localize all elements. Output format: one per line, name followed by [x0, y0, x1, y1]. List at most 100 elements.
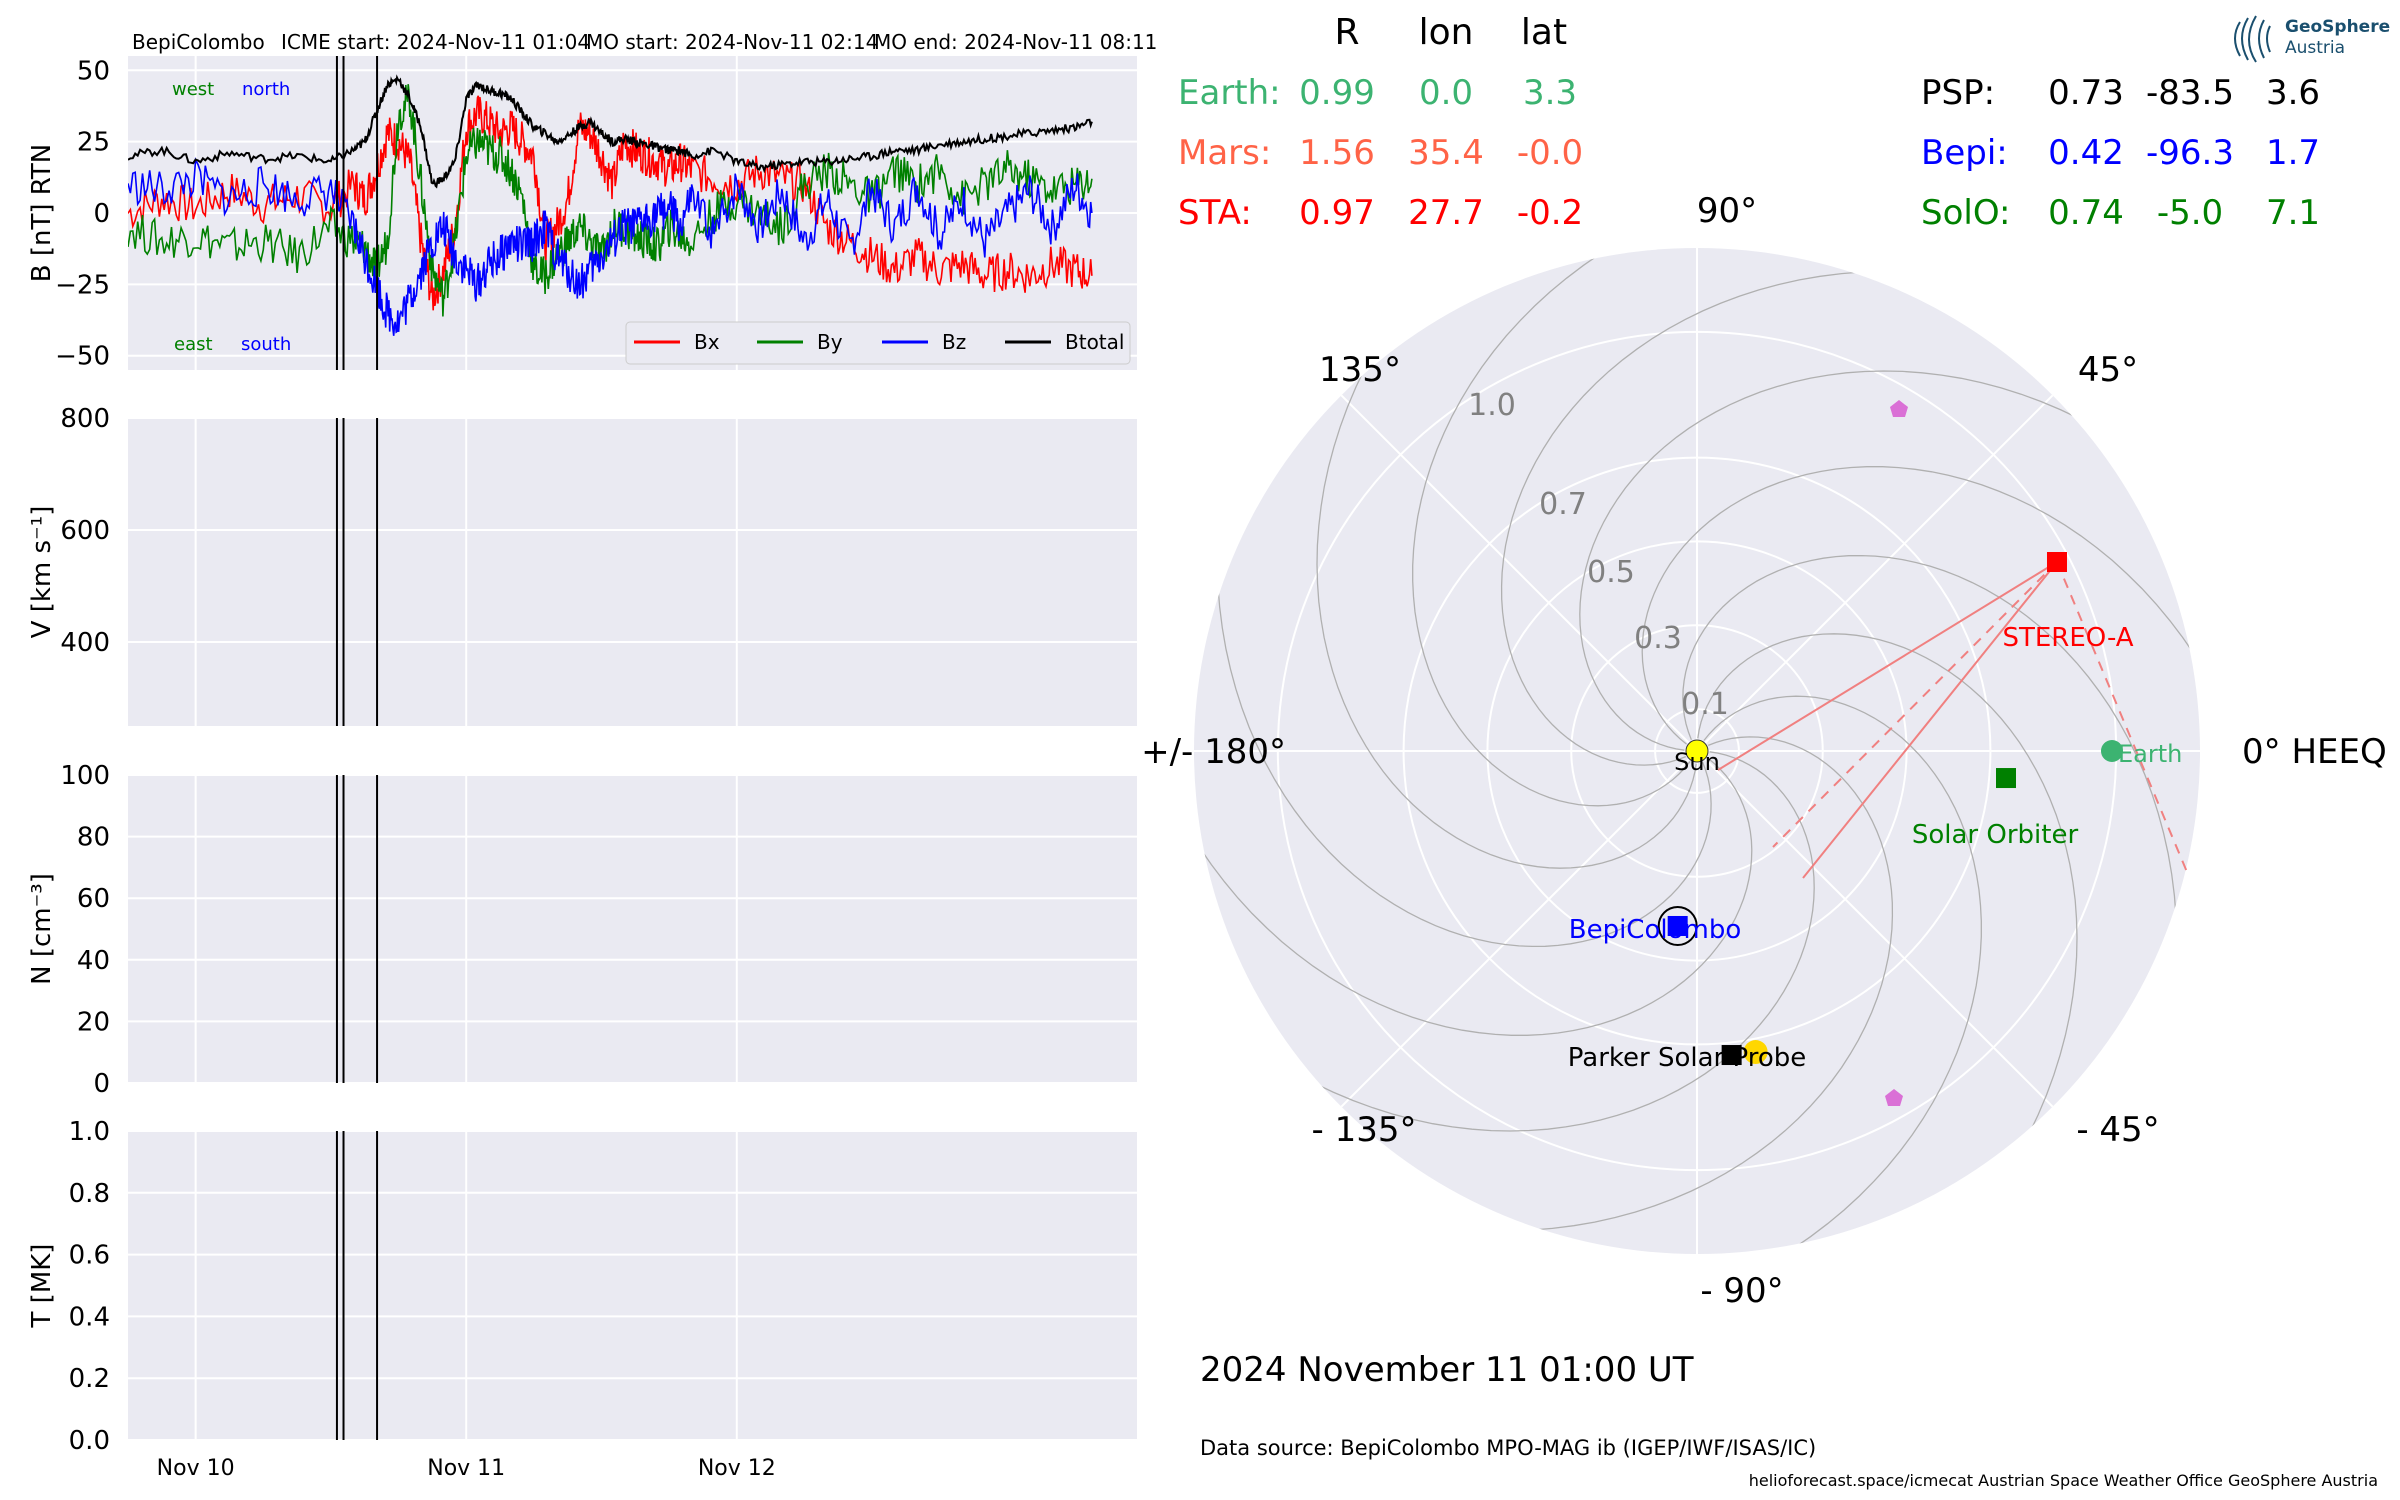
y-tick-label: 0.2 [69, 1364, 110, 1394]
y-tick-label: 0.6 [69, 1241, 110, 1271]
radial-tick-label: 0.7 [1539, 487, 1587, 522]
y-tick-label: 0.4 [69, 1302, 110, 1332]
geosphere-logo: GeoSphere Austria [2234, 15, 2390, 63]
y-tick-label: 20 [77, 1007, 110, 1037]
y-tick-label: 100 [60, 761, 110, 791]
y-tick-label: −50 [55, 342, 110, 372]
spiral-line [1194, 757, 1753, 1036]
y-tick-label: 0.8 [69, 1179, 110, 1209]
annotation-south: south [241, 334, 291, 355]
polar-spoke [1696, 750, 2054, 1108]
solar-orbiter-marker [1996, 768, 2017, 789]
y-tick-label: 800 [60, 404, 110, 434]
table-cell-lat: 3.3 [1523, 73, 1577, 113]
angle-label: +/- 180° [1141, 732, 1286, 772]
panel-background [128, 775, 1137, 1083]
solar-orbiter-label: Solar Orbiter [1912, 820, 2079, 850]
sun-marker [1685, 739, 1709, 763]
table-row-label: Earth: [1178, 73, 1281, 113]
panel-background [128, 418, 1137, 726]
legend-label-bx: Bx [694, 330, 720, 354]
table-cell-lat: -0.2 [1517, 193, 1583, 233]
table-row-label: PSP: [1921, 73, 1995, 113]
table-row-label: SolO: [1921, 193, 2010, 233]
table-cell-lon: -83.5 [2146, 73, 2234, 113]
polar-spoke [1696, 394, 2054, 752]
legend: Bx By Bz Btotal [625, 321, 1131, 365]
table-cell-lon: -5.0 [2157, 193, 2223, 233]
panel-density: 100 80 60 40 20 0 N [cm⁻³] [27, 761, 1137, 1099]
sun-label: Sun [1674, 748, 1720, 776]
table-cell-lat: 3.6 [2266, 73, 2320, 113]
table-header: lon [1419, 12, 1474, 53]
table-row-label: Bepi: [1921, 133, 2008, 173]
earth-label: Earth [2118, 740, 2182, 768]
mo-end-label: MO end: 2024-Nov-11 08:11 [874, 30, 1157, 54]
pentagon-marker [1885, 1089, 1903, 1106]
y-tick-label: 80 [77, 823, 110, 853]
y-tick-label: 40 [77, 946, 110, 976]
polar-spoke [1340, 394, 1698, 752]
spiral-line [1703, 695, 1982, 1254]
timestamp-label: 2024 November 11 01:00 UT [1200, 1350, 1694, 1390]
y-tick-label: 0 [93, 1069, 110, 1099]
mars-marker [1890, 400, 1908, 417]
spiral-line [1440, 736, 1894, 1232]
logo-line-2: Austria [2285, 38, 2345, 58]
panel-magnetic_field: 50 25 0 −25 −50 B [nT] RTN west north east south B… [27, 56, 1137, 372]
table-cell-lat: 1.7 [2266, 133, 2320, 173]
parker-spirals [1194, 248, 2200, 1254]
annotation-north: north [242, 79, 290, 100]
spiral-line [1412, 248, 1691, 807]
stereo-a-label: STEREO-A [2002, 623, 2133, 653]
table-cell-r: 0.42 [2048, 133, 2124, 173]
radial-tick-label: 0.1 [1681, 687, 1729, 722]
spiral-line [1236, 751, 1815, 1132]
annotation-west: west [172, 79, 214, 100]
table-cell-r: 1.56 [1299, 133, 1375, 173]
bepicolombo-marker [1667, 915, 1688, 936]
earth-marker [2100, 740, 2123, 762]
legend-label-by: By [817, 330, 843, 354]
x-tick-label: Nov 10 [157, 1456, 235, 1481]
time-series-panels: 50 25 0 −25 −50 B [nT] RTN west north east south B… [27, 56, 1137, 1481]
y-tick-label: 600 [60, 516, 110, 546]
table-cell-lon: -96.3 [2146, 133, 2234, 173]
table-cell-lon: 0.0 [1419, 73, 1473, 113]
panel-background [128, 1131, 1137, 1440]
y-axis-label: V [km s⁻¹] [27, 506, 57, 639]
sta-line-dashed [1772, 561, 2058, 848]
spiral-line [1641, 466, 2200, 745]
y-tick-label: 0 [93, 199, 110, 229]
angle-label: - 45° [2076, 1110, 2159, 1150]
table-cell-lat: 7.1 [2266, 193, 2320, 233]
x-tick-label: Nov 11 [427, 1456, 505, 1481]
spacecraft-title: BepiColombo [132, 30, 265, 54]
radial-tick-label: 0.3 [1634, 621, 1682, 656]
sta-line-dashed [2056, 561, 2188, 873]
parker-solar-probe-label: Parker Solar Probe [1568, 1043, 1806, 1073]
bepi-ring-marker [1657, 905, 1698, 946]
logo-line-1: GeoSphere [2285, 17, 2390, 37]
annotation-east: east [174, 334, 213, 355]
table-cell-r: 0.73 [2048, 73, 2124, 113]
y-tick-label: 60 [77, 884, 110, 914]
table-header: lat [1521, 12, 1567, 53]
angle-label: 45° [2078, 350, 2138, 390]
table-row-label: STA: [1178, 193, 1252, 233]
table-cell-lon: 27.7 [1408, 193, 1484, 233]
credits-label: helioforecast.space/icmecat Austrian Spa… [1749, 1471, 2378, 1490]
table-cell-lon: 35.4 [1408, 133, 1484, 173]
angle-label: - 90° [1700, 1271, 1783, 1311]
data-source-label: Data source: BepiColombo MPO-MAG ib (IGE… [1200, 1436, 1816, 1460]
table-cell-lat: -0.0 [1517, 133, 1583, 173]
spiral-line [1316, 290, 1697, 869]
y-tick-label: 1.0 [69, 1117, 110, 1147]
legend-box [625, 321, 1131, 365]
spiral-line [1500, 270, 1954, 766]
table-cell-r: 0.74 [2048, 193, 2124, 233]
y-axis-label: N [cm⁻³] [27, 873, 57, 985]
spiral-line [1216, 494, 1712, 948]
